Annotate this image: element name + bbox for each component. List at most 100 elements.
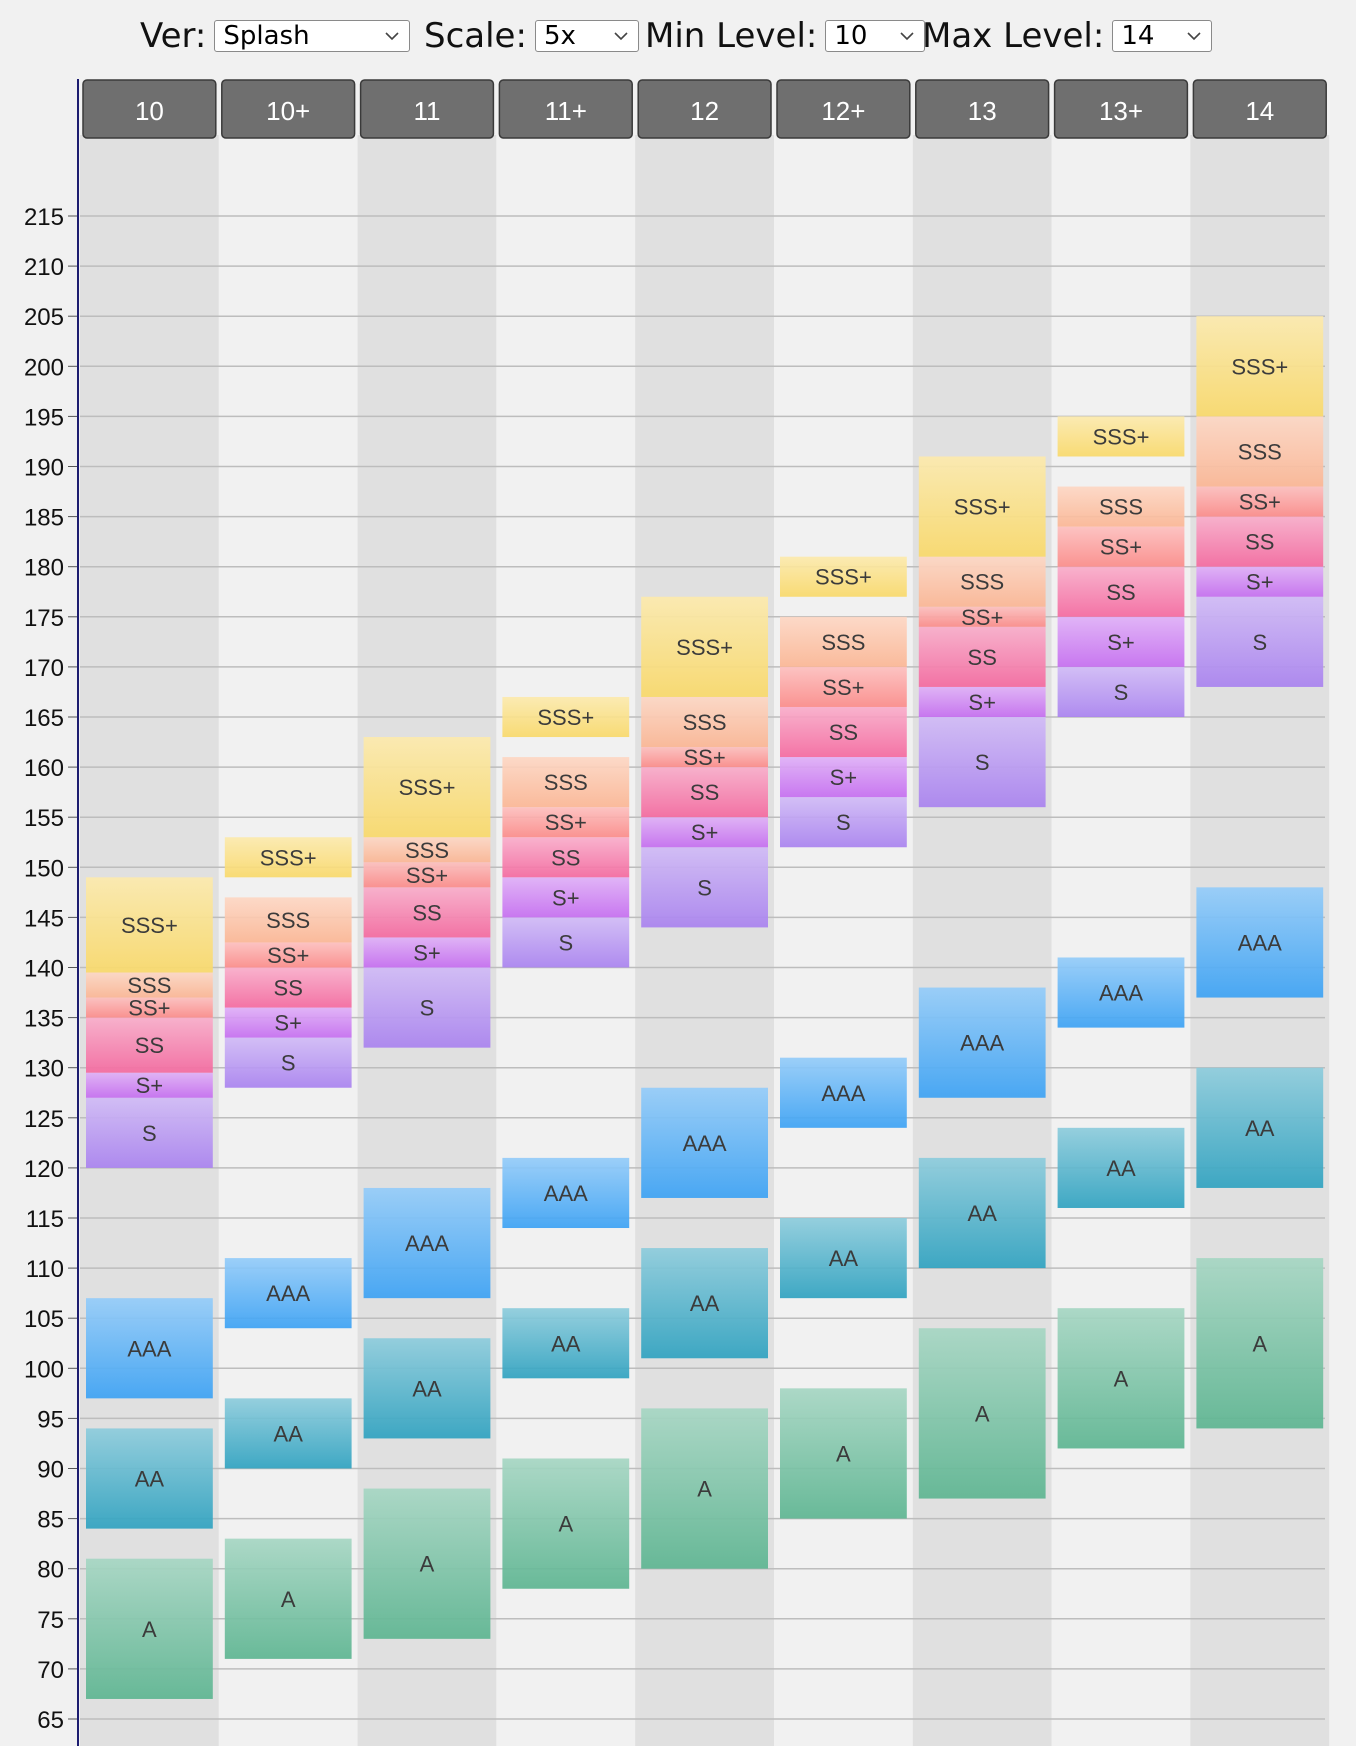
rank-bar bbox=[1196, 1067, 1324, 1188]
y-tick-label: 205 bbox=[24, 304, 64, 331]
rank-segment bbox=[780, 757, 907, 798]
ver-select[interactable]: Splash bbox=[214, 20, 411, 52]
rank-label: AAA bbox=[544, 1181, 588, 1206]
rank-segment bbox=[1057, 666, 1185, 717]
rank-label: A bbox=[281, 1587, 296, 1612]
rank-label: S bbox=[558, 930, 573, 955]
rank-label: SSS bbox=[127, 973, 171, 998]
rank-label: AA bbox=[412, 1376, 442, 1401]
rank-bar bbox=[502, 1458, 630, 1589]
y-tick-label: 200 bbox=[24, 354, 64, 381]
rank-bar bbox=[86, 1298, 213, 1399]
rank-label: S+ bbox=[552, 885, 580, 910]
rank-segment bbox=[363, 737, 491, 838]
rank-label: AAA bbox=[1099, 981, 1143, 1006]
min-level-select[interactable]: 10 bbox=[825, 20, 926, 52]
rank-label: S bbox=[420, 996, 435, 1021]
rank-label: SS bbox=[829, 720, 858, 745]
y-tick-label: 80 bbox=[37, 1557, 64, 1584]
column-header bbox=[498, 79, 633, 139]
scale-select[interactable]: 5x bbox=[534, 20, 639, 52]
rank-segment bbox=[918, 606, 1046, 627]
rank-label: SSS+ bbox=[1231, 354, 1288, 379]
rank-segment bbox=[780, 797, 907, 848]
rank-segment bbox=[780, 706, 907, 758]
rank-segment bbox=[918, 456, 1046, 557]
y-tick-label: 75 bbox=[37, 1607, 64, 1634]
y-tick-label: 90 bbox=[37, 1457, 64, 1484]
rank-bar bbox=[224, 837, 352, 878]
column-header-label: 10+ bbox=[266, 96, 310, 126]
y-tick-label: 130 bbox=[24, 1056, 64, 1083]
rank-bar bbox=[363, 1338, 491, 1439]
rank-bar bbox=[224, 1258, 352, 1329]
rank-label: AAA bbox=[127, 1336, 171, 1361]
rank-segment bbox=[502, 877, 630, 918]
rank-label: S bbox=[975, 750, 990, 775]
rank-label: SS+ bbox=[1100, 535, 1142, 560]
rank-label: SS+ bbox=[1239, 490, 1281, 515]
y-tick-label: 170 bbox=[24, 655, 64, 682]
rank-segment bbox=[1057, 566, 1185, 617]
rank-label: SS+ bbox=[822, 675, 864, 700]
rank-segment bbox=[502, 807, 630, 838]
rank-label: SSS+ bbox=[260, 845, 317, 870]
column-header-label: 14 bbox=[1245, 96, 1274, 126]
rank-segment bbox=[1057, 616, 1185, 667]
rank-bar bbox=[363, 1488, 491, 1639]
scale-label: Scale: bbox=[424, 16, 527, 56]
y-tick-label: 215 bbox=[24, 204, 64, 231]
rank-label: A bbox=[558, 1512, 573, 1537]
rank-bar bbox=[502, 1308, 630, 1379]
rank-bar bbox=[224, 1398, 352, 1469]
rank-label: SS bbox=[690, 780, 719, 805]
rank-segment bbox=[641, 767, 768, 818]
rank-label: AA bbox=[690, 1291, 720, 1316]
rank-segment bbox=[224, 942, 352, 968]
rank-segment bbox=[918, 686, 1046, 717]
column-header bbox=[637, 79, 772, 139]
y-tick-label: 115 bbox=[26, 1206, 64, 1233]
rank-label: S+ bbox=[274, 1011, 302, 1036]
min-level-select-value: 10 bbox=[834, 21, 868, 51]
rank-label: SS+ bbox=[267, 943, 309, 968]
y-tick-label: 195 bbox=[24, 404, 64, 431]
rank-label: S bbox=[1252, 630, 1267, 655]
rank-label: S bbox=[836, 810, 851, 835]
rank-label: SSS bbox=[1099, 495, 1143, 520]
y-tick-label: 140 bbox=[24, 956, 64, 983]
rank-label: SSS+ bbox=[1093, 424, 1150, 449]
rank-label: AAA bbox=[1238, 930, 1282, 955]
rank-bar bbox=[86, 1558, 213, 1699]
rank-bar bbox=[86, 1428, 213, 1529]
rank-label: A bbox=[142, 1617, 157, 1642]
rank-segment bbox=[1196, 486, 1324, 517]
rank-segment bbox=[641, 747, 768, 768]
scale-select-value: 5x bbox=[543, 21, 576, 51]
max-level-select-value: 14 bbox=[1121, 21, 1155, 51]
rank-segment bbox=[224, 1007, 352, 1038]
rank-label: SSS bbox=[1238, 439, 1282, 464]
column-background bbox=[912, 135, 1052, 1746]
max-level-select[interactable]: 14 bbox=[1112, 20, 1213, 52]
rank-label: SS bbox=[135, 1033, 164, 1058]
rank-segment bbox=[1196, 316, 1324, 417]
y-tick-label: 155 bbox=[24, 805, 64, 832]
rank-segment bbox=[918, 717, 1046, 808]
rank-segment bbox=[1196, 516, 1324, 567]
y-tick-label: 85 bbox=[37, 1507, 64, 1534]
rank-label: S+ bbox=[691, 820, 719, 845]
chevron-down-icon bbox=[385, 32, 399, 41]
rank-bar bbox=[502, 696, 630, 738]
rank-segment bbox=[363, 837, 491, 863]
column-header bbox=[915, 79, 1050, 139]
rank-label: A bbox=[1114, 1366, 1129, 1391]
min-level-label: Min Level: bbox=[645, 16, 818, 56]
rank-segment bbox=[1196, 566, 1324, 597]
rank-bar bbox=[1057, 416, 1185, 457]
y-tick-label: 135 bbox=[24, 1006, 64, 1033]
rank-label: AA bbox=[135, 1467, 165, 1492]
y-tick-label: 210 bbox=[24, 254, 64, 281]
rank-bar bbox=[918, 1157, 1046, 1269]
rank-label: A bbox=[975, 1401, 990, 1426]
